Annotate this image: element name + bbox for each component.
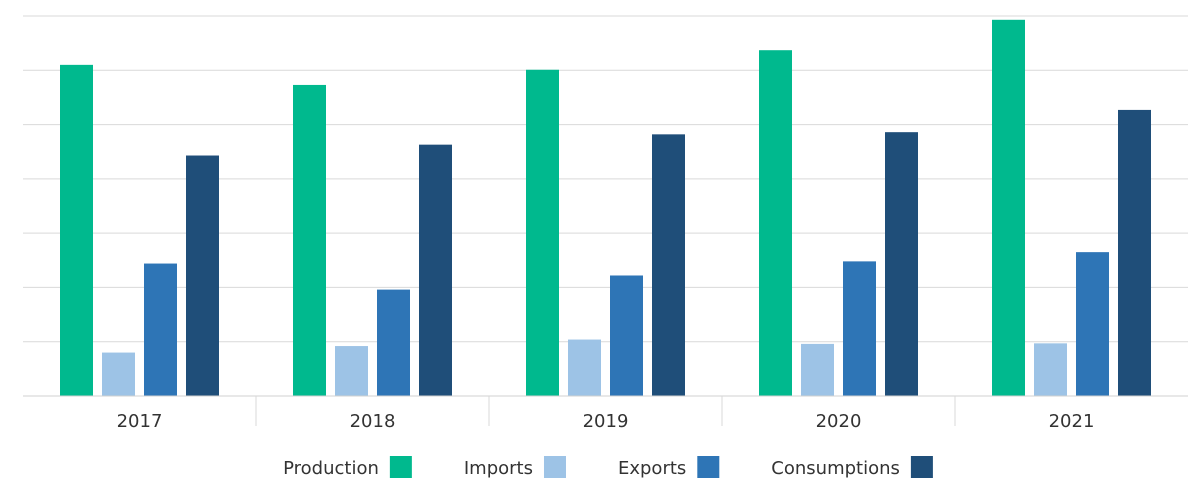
x-tick-label: 2017: [117, 411, 163, 432]
bar-imports-2017: [102, 352, 135, 396]
bar-production-2021: [992, 19, 1025, 397]
legend-swatch: [910, 456, 933, 478]
bar-exports-2021: [1076, 252, 1109, 396]
bar-imports-2021: [1034, 343, 1067, 396]
bar-consumptions-2019: [652, 134, 685, 397]
legend-item-exports: Exports: [618, 456, 720, 479]
bar-exports-2018: [377, 289, 410, 396]
legend-label: Exports: [618, 458, 686, 479]
bar-consumptions-2018: [419, 144, 452, 396]
bar-production-2020: [759, 50, 792, 396]
bar-exports-2017: [144, 263, 177, 396]
x-tick-label: 2021: [1049, 411, 1095, 432]
bar-production-2017: [60, 64, 93, 396]
category-separators: [255, 396, 956, 426]
legend-label: Production: [283, 458, 379, 479]
legend-label: Consumptions: [771, 458, 900, 479]
legend: Production Imports Exports Consumptions: [283, 456, 933, 479]
legend-swatch: [543, 456, 566, 478]
bar-consumptions-2020: [885, 132, 918, 396]
legend-item-imports: Imports: [464, 456, 566, 479]
bar-production-2018: [293, 84, 326, 396]
legend-item-production: Production: [283, 456, 412, 479]
bar-imports-2019: [568, 339, 601, 396]
legend-item-consumptions: Consumptions: [771, 456, 933, 479]
bar-consumptions-2021: [1118, 109, 1151, 397]
bars: [60, 19, 1151, 397]
bar-exports-2019: [610, 275, 643, 396]
legend-swatch: [697, 456, 720, 478]
x-tick-label: 2020: [816, 411, 862, 432]
legend-label: Imports: [464, 458, 533, 479]
bar-imports-2018: [335, 346, 368, 396]
x-tick-label: 2019: [583, 411, 629, 432]
bar-exports-2020: [843, 261, 876, 396]
x-tick-labels: 2017 2018 2019 2020 2021: [117, 411, 1095, 432]
bar-production-2019: [526, 69, 559, 396]
x-tick-label: 2018: [350, 411, 396, 432]
legend-swatch: [389, 456, 412, 478]
bar-imports-2020: [801, 343, 834, 396]
bar-consumptions-2017: [186, 155, 219, 396]
